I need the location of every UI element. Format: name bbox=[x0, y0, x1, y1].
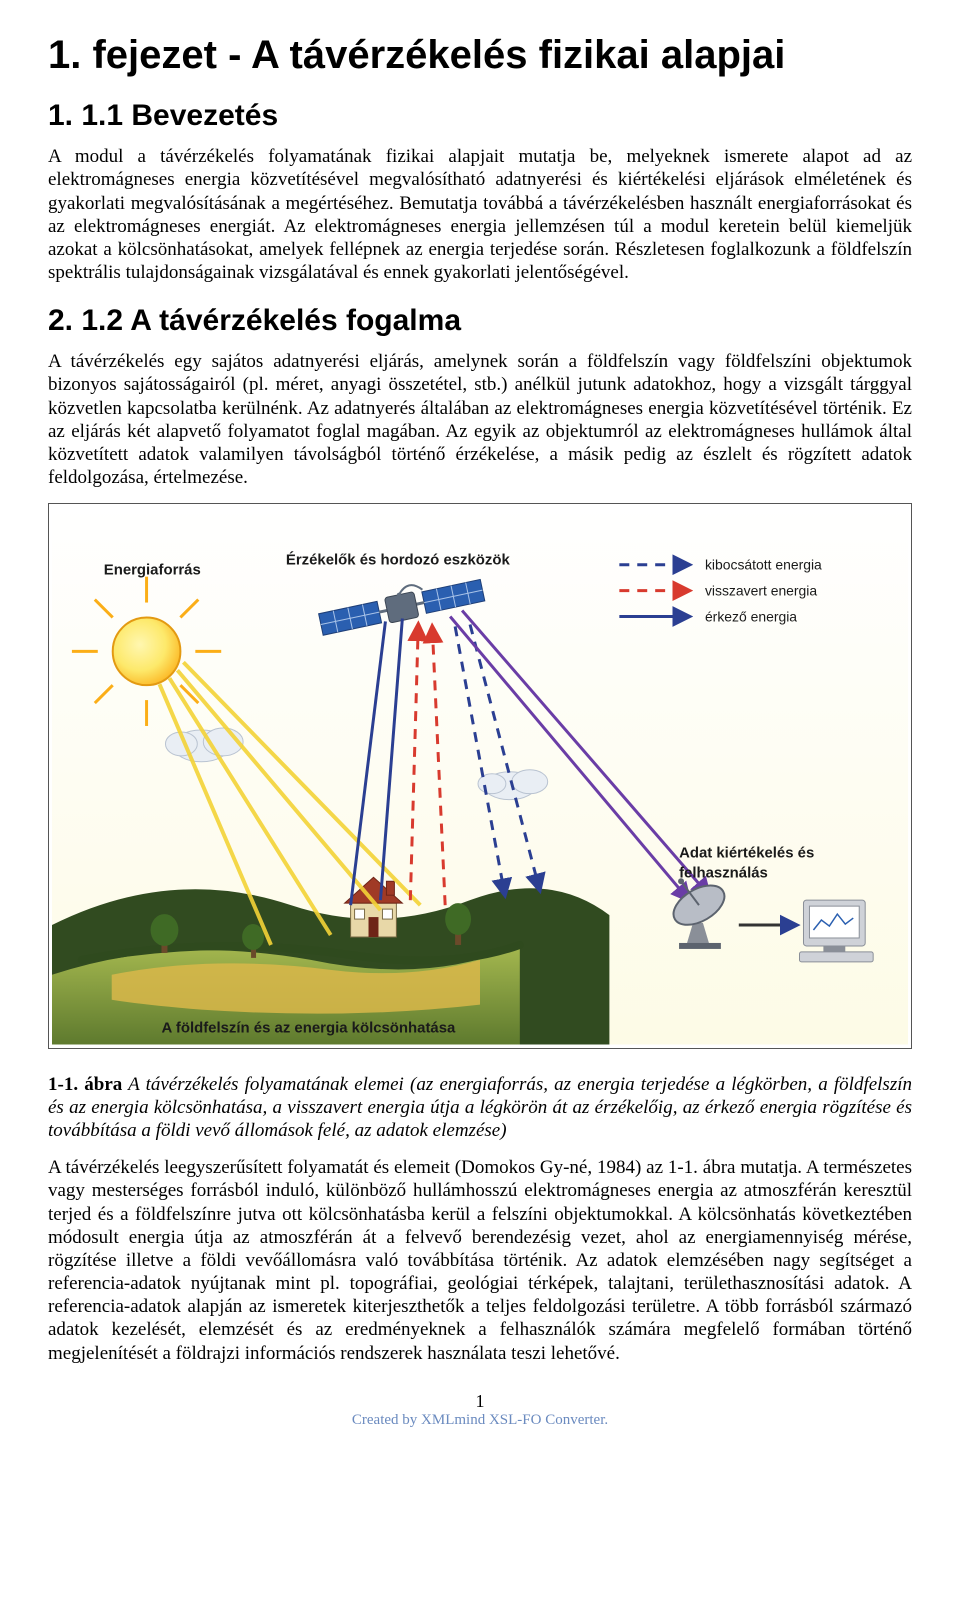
caption-lead: 1-1. ábra bbox=[48, 1074, 122, 1095]
figure-1-1: Energiaforrás Érzékelők és hordozó eszkö… bbox=[48, 503, 912, 1048]
figure-caption: 1-1. ábra A távérzékelés folyamatának el… bbox=[48, 1073, 912, 1143]
page-title: 1. fejezet - A távérzékelés fizikai alap… bbox=[48, 32, 912, 79]
label-sensors: Érzékelők és hordozó eszközök bbox=[286, 552, 511, 569]
section-heading-intro: 1. 1.1 Bevezetés bbox=[48, 99, 912, 133]
computer-icon bbox=[800, 900, 874, 962]
footer-credit: Created by XMLmind XSL-FO Converter. bbox=[48, 1412, 912, 1429]
remote-sensing-diagram: Energiaforrás Érzékelők és hordozó eszkö… bbox=[52, 507, 908, 1044]
credit-prefix: Created by bbox=[352, 1412, 421, 1428]
label-surface: A földfelszín és az energia kölcsönhatás… bbox=[161, 1020, 456, 1037]
credit-suffix: . bbox=[604, 1412, 608, 1428]
label-processing-l1: Adat kiértékelés és bbox=[679, 845, 814, 862]
page-number: 1 bbox=[48, 1391, 912, 1412]
legend-emitted: kibocsátott energia bbox=[705, 557, 822, 573]
page-footer: 1 Created by XMLmind XSL-FO Converter. bbox=[48, 1391, 912, 1429]
paragraph-concept: A távérzékelés egy sajátos adatnyerési e… bbox=[48, 350, 912, 489]
label-processing-l2: felhasználás bbox=[679, 865, 768, 882]
legend-incoming: érkező energia bbox=[705, 609, 797, 625]
paragraph-intro: A modul a távérzékelés folyamatának fizi… bbox=[48, 145, 912, 284]
label-energy-source: Energiaforrás bbox=[104, 562, 201, 579]
section-heading-concept: 2. 1.2 A távérzékelés fogalma bbox=[48, 304, 912, 338]
figure-border: Energiaforrás Érzékelők és hordozó eszkö… bbox=[48, 503, 912, 1048]
legend-reflected: visszavert energia bbox=[705, 583, 817, 599]
credit-product: XMLmind XSL-FO Converter bbox=[421, 1412, 604, 1428]
paragraph-after-figure: A távérzékelés leegyszerűsített folyamat… bbox=[48, 1156, 912, 1365]
caption-rest: A távérzékelés folyamatának elemei (az e… bbox=[48, 1074, 912, 1141]
